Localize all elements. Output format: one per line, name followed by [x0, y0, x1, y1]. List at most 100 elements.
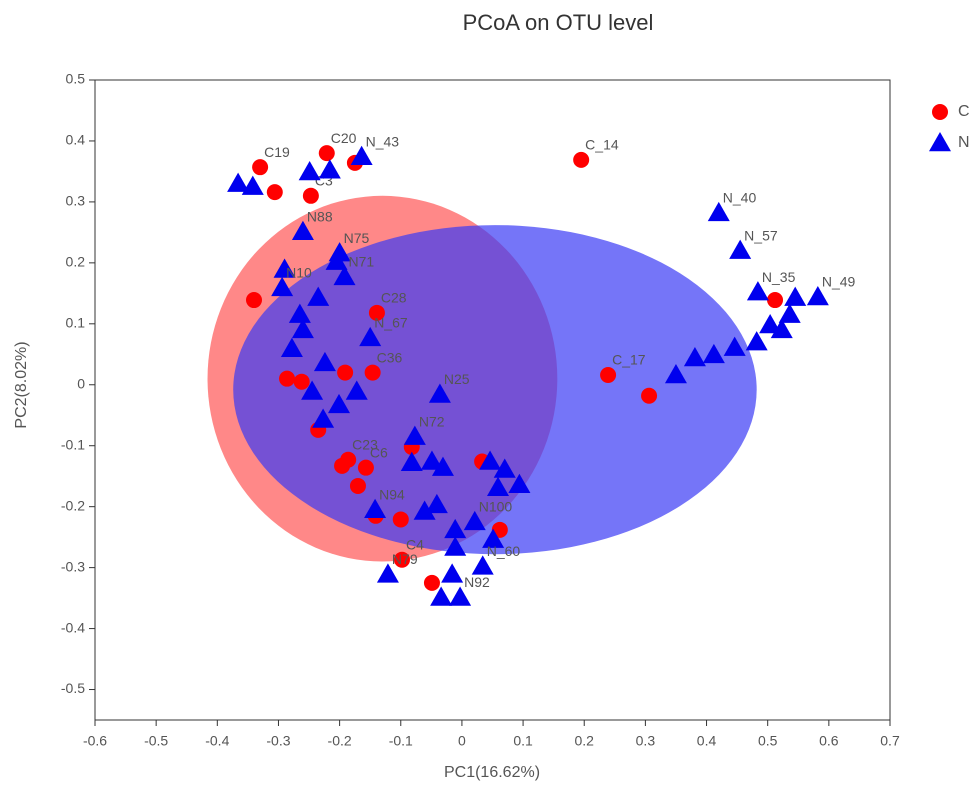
- point: [431, 456, 454, 476]
- point: [349, 477, 366, 494]
- y-tick-label: -0.4: [61, 619, 85, 635]
- point: [423, 574, 440, 591]
- point-label: N100: [479, 499, 513, 515]
- point: [364, 498, 387, 518]
- point: [449, 586, 472, 606]
- x-tick-label: -0.6: [83, 733, 107, 749]
- point: [778, 303, 801, 323]
- x-axis-title: PC1(16.62%): [444, 764, 540, 781]
- x-tick-label: 0.3: [636, 733, 656, 749]
- point: [745, 331, 768, 351]
- point: [471, 555, 494, 575]
- x-tick-label: -0.5: [144, 733, 168, 749]
- point: [333, 265, 356, 286]
- point: [600, 367, 617, 384]
- point-label: C4: [406, 536, 424, 552]
- point: [291, 318, 314, 339]
- point: [312, 408, 335, 428]
- point-label: C19: [264, 144, 290, 160]
- x-tick-label: -0.2: [328, 733, 352, 749]
- point: [307, 286, 330, 306]
- point: [400, 451, 423, 472]
- point-label: N_57: [744, 227, 778, 243]
- point: [444, 518, 467, 539]
- point-label: C6: [370, 444, 388, 460]
- point: [729, 239, 752, 259]
- point: [328, 393, 351, 414]
- point: [337, 364, 354, 381]
- point: [444, 536, 467, 556]
- point: [359, 326, 382, 347]
- point-label: N_35: [762, 269, 796, 285]
- y-tick-label: 0.1: [66, 315, 86, 331]
- x-tick-label: -0.1: [389, 733, 413, 749]
- point: [702, 343, 725, 364]
- point: [403, 425, 426, 445]
- point-label: C_17: [612, 352, 646, 368]
- point: [392, 511, 409, 528]
- y-axis-title: PC2(8.02%): [13, 341, 30, 428]
- point: [301, 380, 324, 400]
- point: [345, 380, 368, 400]
- point: [325, 250, 348, 270]
- point: [641, 387, 658, 404]
- point-label: N25: [444, 371, 470, 387]
- point-label: N_60: [487, 543, 521, 559]
- point: [291, 220, 314, 241]
- point: [279, 370, 296, 387]
- point: [364, 364, 381, 381]
- point: [482, 528, 505, 548]
- point-label: C23: [352, 436, 378, 452]
- point-label: N_67: [374, 315, 408, 331]
- point: [376, 563, 399, 583]
- point: [573, 151, 590, 168]
- y-tick-label: -0.5: [61, 680, 85, 696]
- point-label: N_43: [366, 134, 400, 150]
- point: [746, 281, 769, 301]
- point: [252, 159, 269, 176]
- point: [463, 510, 486, 531]
- point: [334, 457, 351, 474]
- chart-title: PCoA on OTU level: [463, 10, 654, 35]
- point-label: N_49: [822, 274, 856, 290]
- x-tick-label: 0.2: [574, 733, 594, 749]
- point: [430, 586, 453, 606]
- point: [313, 351, 336, 372]
- point: [273, 258, 296, 278]
- point: [413, 500, 436, 520]
- point: [368, 304, 385, 321]
- point: [428, 383, 451, 403]
- point: [393, 551, 410, 568]
- point: [493, 458, 516, 478]
- point: [759, 314, 782, 334]
- point: [227, 172, 250, 192]
- point-label: N94: [379, 486, 405, 502]
- point-label: N_40: [723, 190, 757, 206]
- point-label: N71: [349, 254, 375, 270]
- x-tick-label: 0.4: [697, 733, 717, 749]
- point-label: N10: [286, 265, 312, 281]
- y-tick-label: -0.2: [61, 497, 85, 513]
- point: [293, 373, 310, 390]
- point: [487, 476, 510, 497]
- point-label: C28: [381, 290, 407, 306]
- x-tick-label: -0.3: [266, 733, 290, 749]
- point-label: N75: [344, 230, 370, 246]
- point: [707, 201, 730, 222]
- point-label: N72: [419, 413, 445, 429]
- point: [420, 450, 443, 470]
- point: [271, 276, 294, 297]
- y-tick-label: 0.2: [66, 254, 86, 270]
- point: [806, 285, 829, 306]
- point-label: N88: [307, 208, 333, 224]
- y-tick-label: 0: [77, 375, 85, 391]
- point: [425, 493, 448, 514]
- x-tick-label: 0.6: [819, 733, 839, 749]
- y-tick-label: 0.5: [66, 71, 86, 87]
- point: [241, 175, 264, 195]
- legend-marker: [929, 132, 951, 152]
- point: [479, 450, 502, 470]
- point: [723, 336, 746, 356]
- point: [784, 286, 807, 306]
